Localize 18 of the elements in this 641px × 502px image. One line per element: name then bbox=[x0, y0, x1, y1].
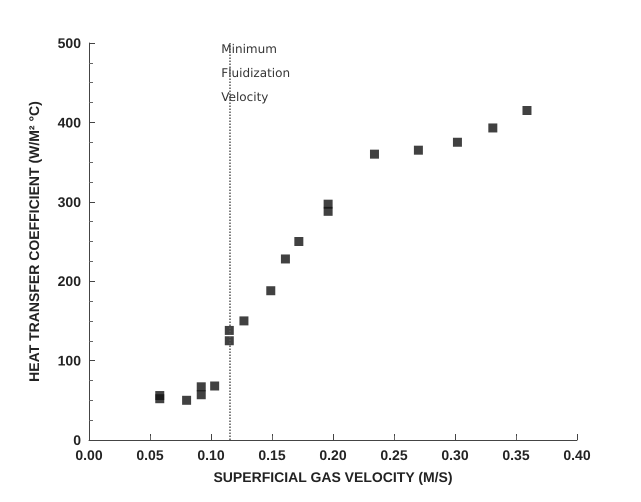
x-tick-label: 0.40 bbox=[563, 447, 591, 463]
y-tick-label: 200 bbox=[58, 273, 82, 290]
x-tick-label: 0.00 bbox=[75, 447, 103, 463]
ref-line-label: Minimum Fluidization Velocity bbox=[221, 42, 290, 104]
x-tick-label: 0.15 bbox=[258, 447, 286, 463]
x-axis-title: SUPERFICIAL GAS VELOCITY (M/S) bbox=[213, 469, 453, 485]
x-tick-label: 0.35 bbox=[502, 447, 530, 463]
y-tick-label: 400 bbox=[58, 114, 82, 130]
y-axis-title: HEAT TRANSFER COEFFICIENT (W/M² °C) bbox=[26, 101, 42, 382]
x-tick-label: 0.30 bbox=[441, 447, 469, 463]
y-tick-label: 100 bbox=[58, 352, 82, 369]
y-tick-label: 300 bbox=[58, 194, 82, 210]
x-tick-label: 0.10 bbox=[197, 447, 225, 463]
x-tick-label: 0.05 bbox=[136, 447, 164, 463]
y-tick-label: 0 bbox=[73, 432, 82, 448]
x-tick-label: 0.25 bbox=[380, 447, 408, 463]
y-tick-label: 500 bbox=[58, 35, 82, 51]
x-tick-label: 0.20 bbox=[319, 447, 347, 463]
